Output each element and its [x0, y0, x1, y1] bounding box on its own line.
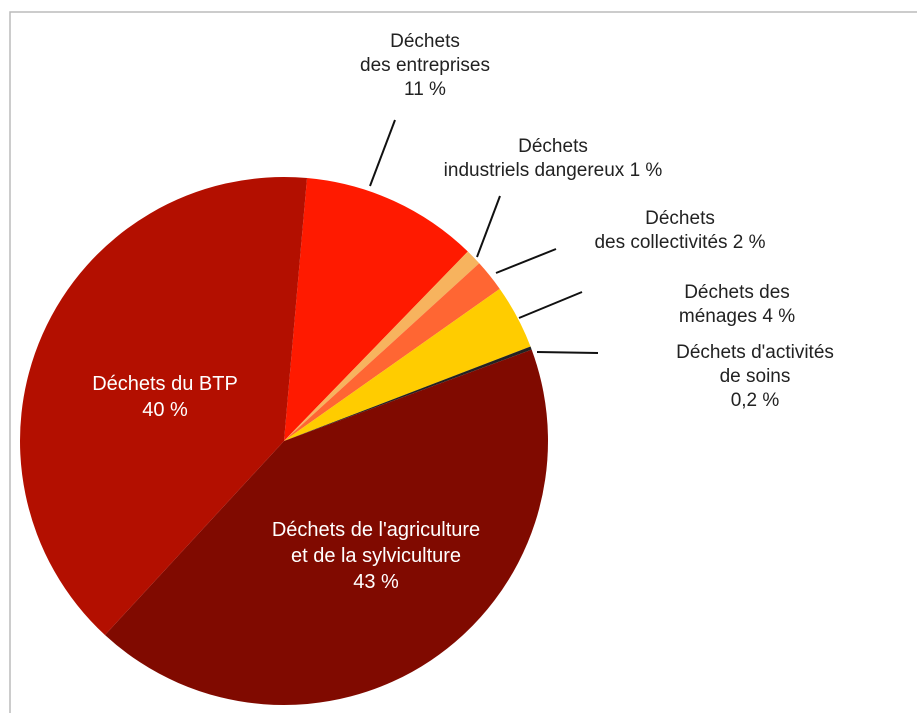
leader-line: [476, 195, 501, 258]
value-label: 0,2 %: [730, 390, 780, 411]
slice-label: Déchets de l'agriculture et de la sylvic…: [272, 517, 480, 595]
slice-label: Déchets industriels dangereux 1 %: [444, 135, 663, 183]
pie-slice: [284, 178, 468, 442]
value-label: 2 %: [732, 232, 766, 253]
category-label: Déchets du BTP: [92, 373, 238, 395]
category-label: Déchets des ménages: [678, 282, 790, 327]
slice-label: Déchets d'activités de soins 0,2 %: [674, 341, 836, 413]
category-label: Déchets industriels dangereux: [443, 136, 625, 181]
slice-label: Déchets du BTP 40 %: [92, 371, 238, 423]
leader-line: [536, 351, 599, 354]
value-label: 43 %: [353, 571, 399, 593]
leader-line: [518, 291, 583, 319]
pie-slice: [284, 263, 500, 441]
pie-slice: [284, 251, 480, 441]
frame: [9, 11, 917, 718]
slice-label: Déchets des ménages 4 %: [647, 281, 827, 329]
category-label: Déchets des collectivités: [594, 208, 728, 253]
category-label: Déchets d'activités de soins: [676, 342, 834, 387]
pie-slice: [104, 349, 548, 705]
value-label: 11 %: [404, 79, 446, 100]
value-label: 40 %: [142, 399, 188, 421]
category-label: Déchets des entreprises: [360, 31, 490, 76]
slice-label: Déchets des entreprises 11 %: [360, 30, 490, 102]
pie-slice: [284, 346, 532, 441]
pie-slice: [284, 288, 531, 441]
leader-line: [369, 119, 396, 187]
category-label: Déchets de l'agriculture et de la sylvic…: [271, 519, 481, 567]
pie-slice: [20, 177, 308, 635]
value-label: 1 %: [629, 160, 663, 181]
leader-line: [495, 248, 557, 274]
slice-label: Déchets des collectivités 2 %: [594, 207, 765, 255]
value-label: 4 %: [762, 306, 796, 327]
